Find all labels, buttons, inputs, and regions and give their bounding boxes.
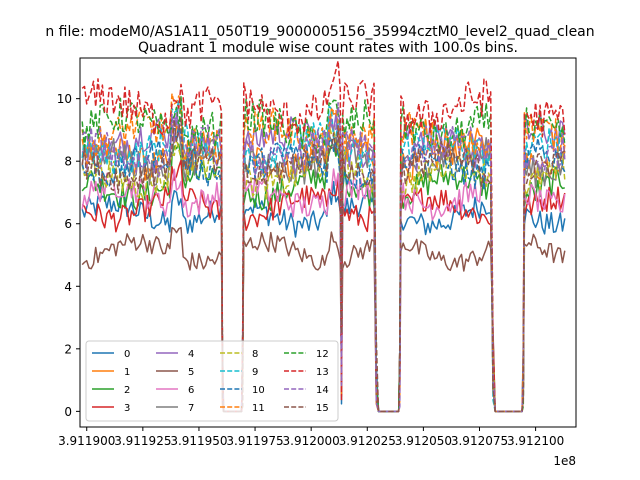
legend-label-6: 6: [188, 385, 194, 396]
axes-frame: [79, 57, 577, 428]
y-tick-label: 8: [64, 155, 72, 169]
chart-title: Quadrant 1 module wise count rates with …: [138, 40, 518, 56]
x-tick-label: 3.911950: [170, 434, 227, 448]
legend-label-2: 2: [124, 385, 130, 396]
legend-label-0: 0: [124, 349, 130, 360]
legend-label-3: 3: [124, 403, 130, 414]
series-layer: [81, 60, 566, 413]
series-line-3: [81, 159, 566, 413]
series-line-10: [81, 117, 566, 413]
legend-label-14: 14: [316, 385, 329, 396]
x-tick-label: 3.912050: [395, 434, 452, 448]
x-axis: 3.9119003.9119253.9119503.9119753.912000…: [58, 427, 564, 448]
series-line-15: [81, 116, 566, 413]
x-tick-label: 3.912075: [451, 434, 508, 448]
legend-label-11: 11: [252, 403, 265, 414]
y-tick-label: 2: [64, 342, 72, 356]
legend-label-8: 8: [252, 349, 258, 360]
legend-label-1: 1: [124, 367, 130, 378]
legend-label-9: 9: [252, 367, 258, 378]
legend-label-7: 7: [188, 403, 194, 414]
legend-label-5: 5: [188, 367, 194, 378]
x-tick-label: 3.911975: [226, 434, 283, 448]
y-tick-label: 0: [64, 405, 72, 419]
x-tick-label: 3.911900: [58, 434, 115, 448]
legend-box: [85, 340, 339, 422]
legend-label-15: 15: [316, 403, 329, 414]
y-tick-label: 10: [57, 92, 72, 106]
x-tick-label: 3.911925: [114, 434, 171, 448]
x-tick-label: 3.912000: [283, 434, 340, 448]
y-tick-label: 6: [64, 217, 72, 231]
legend-label-4: 4: [188, 349, 194, 360]
x-axis-offset-label: 1e8: [553, 454, 576, 468]
legend-label-10: 10: [252, 385, 265, 396]
series-line-5: [81, 226, 566, 413]
series-line-13: [81, 60, 566, 413]
x-tick-label: 3.912025: [339, 434, 396, 448]
x-tick-label: 3.912100: [507, 434, 564, 448]
y-axis: 0 2 4 6 8 10: [57, 92, 80, 419]
series-line-14: [81, 101, 566, 413]
legend-label-13: 13: [316, 367, 329, 378]
y-tick-label: 4: [64, 280, 72, 294]
figure-suptitle: n file: modeM0/AS1A11_050T19_9000005156_…: [45, 24, 594, 40]
legend-label-12: 12: [316, 349, 329, 360]
